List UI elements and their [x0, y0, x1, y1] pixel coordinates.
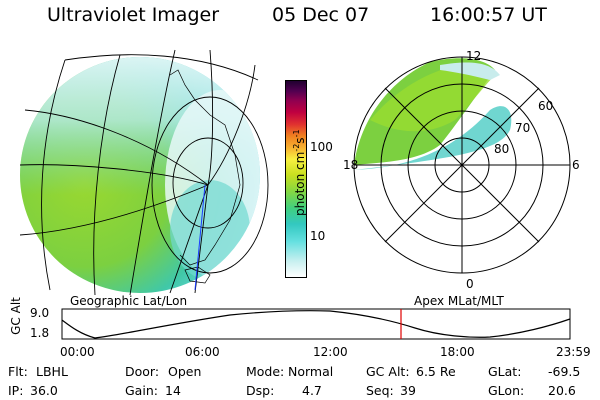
glat-label: GLat: — [488, 364, 522, 379]
colorbar-tick-100: 100 — [310, 140, 333, 154]
mlt-label-18: 18 — [343, 158, 358, 172]
lat-lon-grid — [20, 49, 269, 295]
dsp-label: Dsp: — [246, 383, 275, 398]
observation-date: 05 Dec 07 — [272, 4, 370, 26]
polar-mlat-mlt-plot: 12 0 18 6 60 70 80 — [343, 50, 580, 291]
seq-label: Seq: — [366, 383, 394, 398]
altitude-x-tick-0600: 06:00 — [185, 345, 220, 359]
mode-label: Mode: — [246, 364, 285, 379]
altitude-ylabel: GC Alt — [9, 297, 23, 335]
altitude-tick-9: 9.0 — [30, 306, 50, 320]
gc-alt-value: 6.5 Re — [416, 364, 456, 379]
glon-label: GLon: — [488, 383, 525, 398]
door-label: Door: — [125, 364, 160, 379]
mode-value: Normal — [288, 364, 334, 379]
filter-label: Flt: — [8, 364, 28, 379]
geographic-image-panel — [20, 49, 269, 295]
ip-value: 36.0 — [30, 383, 58, 398]
altitude-x-tick-2359: 23:59 — [556, 345, 591, 359]
observation-time: 16:00:57 UT — [430, 4, 547, 26]
instrument-title: Ultraviolet Imager — [47, 4, 220, 26]
coastline — [169, 69, 241, 266]
glat-value: -69.5 — [548, 364, 581, 379]
dsp-value: 4.7 — [302, 383, 322, 398]
altitude-x-tick-0000: 00:00 — [60, 345, 95, 359]
polar-image-data — [354, 58, 512, 170]
altitude-x-tick-1200: 12:00 — [313, 345, 348, 359]
door-value: Open — [168, 364, 202, 379]
colorbar-label: photon cm-2s-1 — [292, 129, 307, 216]
altitude-curve — [61, 310, 571, 339]
geographic-panel-label: Geographic Lat/Lon — [70, 294, 188, 308]
polar-grid — [353, 56, 571, 274]
mlat-label-80: 80 — [494, 142, 509, 156]
mlt-label-12: 12 — [466, 50, 481, 63]
mlt-label-0: 0 — [466, 277, 474, 291]
altitude-tick-1-8: 1.8 — [30, 326, 50, 340]
ip-label: IP: — [8, 383, 24, 398]
mlt-label-6: 6 — [572, 158, 580, 172]
mlat-label-70: 70 — [515, 121, 530, 135]
colorbar-tick-10: 10 — [310, 229, 326, 243]
altitude-plot — [61, 308, 571, 340]
glon-value: 20.6 — [548, 383, 576, 398]
footprint-line — [194, 184, 206, 291]
filter-value: LBHL — [36, 364, 68, 379]
geographic-image-data — [20, 57, 260, 293]
mlat-label-60: 60 — [538, 99, 553, 113]
seq-value: 39 — [400, 383, 416, 398]
gc-alt-label: GC Alt: — [366, 364, 410, 379]
color-bar — [285, 80, 307, 278]
gain-label: Gain: — [125, 383, 158, 398]
apex-panel-label: Apex MLat/MLT — [414, 294, 504, 308]
altitude-x-tick-1800: 18:00 — [440, 345, 475, 359]
gain-value: 14 — [165, 383, 181, 398]
